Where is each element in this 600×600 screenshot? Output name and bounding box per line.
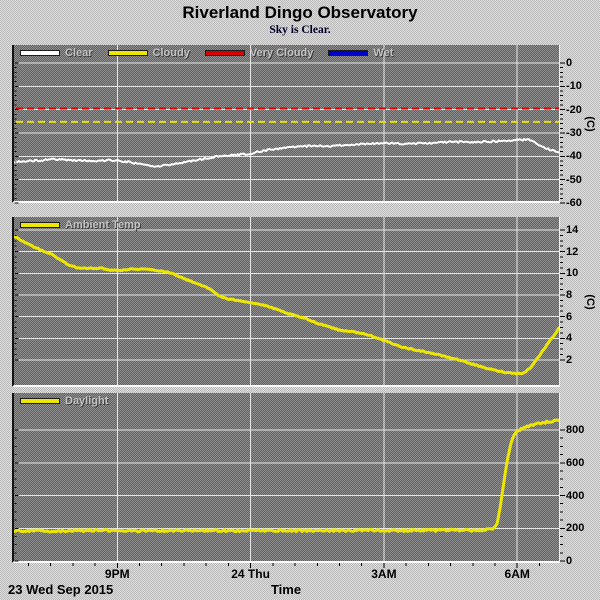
y-tick-label: 800 xyxy=(566,424,585,436)
y-tick-label: 8 xyxy=(566,288,573,301)
y-tick-label: -50 xyxy=(566,173,582,186)
ambient-panel-celsius-unit-label: (C) xyxy=(584,294,596,310)
sky-legend: Clear Cloudy Very Cloudy Wet xyxy=(20,47,393,59)
legend-label-daylight: Daylight xyxy=(65,395,109,407)
y-tick-label: -20 xyxy=(566,103,582,116)
sky-status-text: Sky is Clear. xyxy=(269,24,331,36)
y-tick-label: 200 xyxy=(566,522,585,535)
y-tick-label: 0 xyxy=(566,555,573,567)
legend-item-very-cloudy: Very Cloudy xyxy=(204,47,314,59)
clear-line-swatch xyxy=(20,50,60,56)
y-tick-label: 12 xyxy=(566,245,579,258)
x-tick-label: 3AM xyxy=(371,567,397,581)
sky-conditions-plot xyxy=(14,45,559,201)
wet-line-swatch xyxy=(328,50,369,56)
legend-item-ambient-temp: Ambient Temp xyxy=(20,219,141,231)
legend-item-wet: Wet xyxy=(328,47,393,59)
y-tick-label: 400 xyxy=(566,489,585,502)
y-tick-label: -40 xyxy=(566,150,582,163)
legend-item-clear: Clear xyxy=(20,47,93,59)
daylight-panel: Daylight xyxy=(12,393,560,563)
sky-conditions-panel: Clear Cloudy Very Cloudy Wet xyxy=(12,45,560,203)
y-tick-label: -10 xyxy=(566,80,582,93)
x-axis-title: Time xyxy=(270,582,302,597)
cloudy-line-swatch xyxy=(107,50,148,56)
ambient-temp-legend: Ambient Temp xyxy=(20,219,141,231)
very-cloudy-line-swatch xyxy=(204,50,245,56)
sky-panel-celsius-unit-label: (C) xyxy=(584,116,596,132)
daylight-plot xyxy=(14,393,559,561)
x-tick-label: 6AM xyxy=(504,567,530,581)
x-tick-label: 24 Thu xyxy=(231,567,270,581)
y-tick-label: 2 xyxy=(566,353,573,366)
y-tick-label: -30 xyxy=(566,127,582,140)
chart-date-label: 23 Wed Sep 2015 xyxy=(8,582,114,597)
x-tick-label: 9PM xyxy=(104,567,130,581)
ambient-temp-panel: Ambient Temp xyxy=(12,217,560,387)
daylight-line-swatch xyxy=(20,398,60,404)
legend-item-cloudy: Cloudy xyxy=(107,47,190,59)
y-tick-label: 0 xyxy=(566,56,573,69)
y-tick-label: 4 xyxy=(566,332,573,345)
legend-label-ambient-temp: Ambient Temp xyxy=(65,219,141,231)
ambient-temp-plot xyxy=(14,217,559,385)
y-tick-label: 10 xyxy=(566,267,579,280)
y-tick-label: 14 xyxy=(566,223,579,236)
y-tick-label: -60 xyxy=(566,197,582,210)
legend-label-cloudy: Cloudy xyxy=(152,47,190,59)
legend-label-very-cloudy: Very Cloudy xyxy=(249,47,314,59)
page-title: Riverland Dingo Observatory xyxy=(182,3,418,22)
legend-label-clear: Clear xyxy=(65,47,93,59)
y-tick-label: 6 xyxy=(566,310,573,323)
y-tick-label: 600 xyxy=(566,456,585,469)
legend-label-wet: Wet xyxy=(373,47,394,59)
ambient-temp-line-swatch xyxy=(20,222,60,228)
daylight-legend: Daylight xyxy=(20,395,108,407)
legend-item-daylight: Daylight xyxy=(20,395,108,407)
